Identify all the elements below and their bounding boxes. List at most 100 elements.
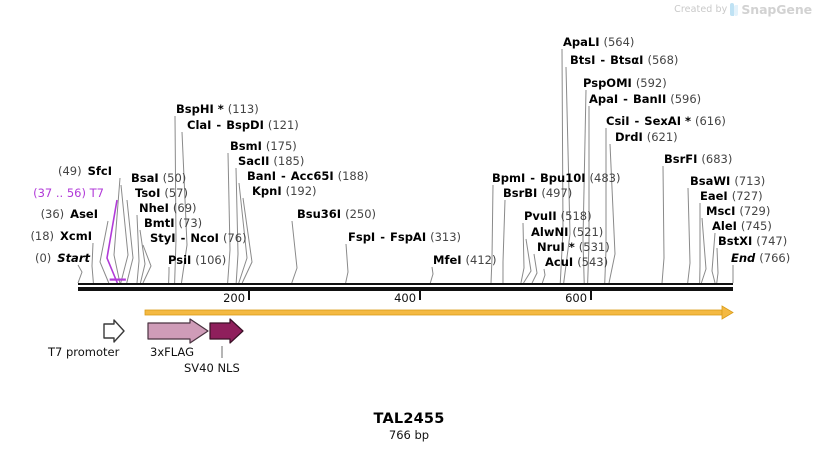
enzyme-name: KpnI	[252, 184, 282, 198]
enzyme-label-bsai[interactable]: BsaI (50)	[131, 172, 186, 185]
enzyme-label-t7[interactable]: (37 .. 56) T7	[33, 187, 104, 200]
enzyme-label-btsi[interactable]: BtsI - BtsαI (568)	[570, 54, 678, 67]
enzyme-label-clai[interactable]: ClaI - BspDI (121)	[187, 119, 299, 132]
orf-bar[interactable]	[144, 309, 723, 316]
enzyme-label-msci[interactable]: MscI (729)	[706, 205, 770, 218]
enzyme-name: MfeI	[433, 253, 462, 267]
enzyme-label-bstxi[interactable]: BstXI (747)	[718, 235, 787, 248]
enzyme-label-xcmi[interactable]: (18) XcmI	[30, 230, 92, 243]
leader-line-mfei	[429, 266, 434, 284]
leader-line-bmti	[139, 229, 146, 284]
enzyme-label-eaei[interactable]: EaeI (727)	[700, 190, 763, 203]
enzyme-label-asei[interactable]: (36) AseI	[41, 208, 98, 221]
enzyme-name: TsoI	[135, 186, 161, 200]
enzyme-pair-dash: -	[526, 171, 540, 185]
enzyme-label-csii[interactable]: CsiI - SexAI * (616)	[606, 115, 726, 128]
enzyme-label-sfci[interactable]: (49) SfcI	[58, 165, 112, 178]
enzyme-name: EaeI	[700, 189, 728, 203]
enzyme-label-tsoi[interactable]: TsoI (57)	[135, 187, 188, 200]
enzyme-label-nrui[interactable]: NruI * (531)	[537, 241, 610, 254]
enzyme-position: (683)	[701, 152, 733, 166]
enzyme-label-bsrfi[interactable]: BsrFI (683)	[664, 153, 732, 166]
enzyme-label-apai[interactable]: ApaI - BanII (596)	[589, 93, 701, 106]
enzyme-label-psii[interactable]: PsiI (106)	[168, 254, 226, 267]
enzyme-label-sacii[interactable]: SacII (185)	[238, 155, 304, 168]
leader-line-fspi	[345, 243, 349, 284]
orf-arrowhead[interactable]	[721, 305, 734, 320]
ruler-line-top	[78, 283, 733, 285]
enzyme-label-bmti[interactable]: BmtI (73)	[144, 217, 202, 230]
axis-label-600: 600	[565, 291, 588, 305]
enzyme-position: (175)	[265, 139, 297, 153]
enzyme-position: (49)	[58, 164, 82, 178]
enzyme-position: (313)	[430, 230, 462, 244]
enzyme-label-pvuii[interactable]: PvuII (518)	[524, 210, 592, 223]
enzyme-name: SacII	[238, 154, 270, 168]
page-title: TAL2455	[373, 411, 445, 427]
enzyme-name: BstXI	[718, 234, 753, 248]
enzyme-label-bpmi[interactable]: BpmI - Bpu10I (483)	[492, 172, 620, 185]
leader-line-start	[77, 264, 83, 284]
enzyme-name: BanI	[247, 169, 276, 183]
enzyme-name: End	[731, 251, 756, 265]
page-subtitle: 766 bp	[388, 428, 430, 442]
enzyme-name: BtsI	[570, 53, 596, 67]
enzyme-label-bani[interactable]: BanI - Acc65I (188)	[247, 170, 369, 183]
feature-arrow-3xflag[interactable]	[147, 318, 209, 344]
enzyme-pair-dash: -	[277, 169, 290, 183]
enzyme-position: (113)	[227, 102, 259, 116]
enzyme-label-start[interactable]: (0) Start	[35, 252, 90, 265]
enzyme-position: (729)	[739, 204, 771, 218]
watermark-brand: SnapGene	[741, 2, 812, 17]
enzyme-name: BsmI	[230, 139, 262, 153]
leader-line-bstxi	[716, 247, 719, 284]
enzyme-label-kpni[interactable]: KpnI (192)	[252, 185, 317, 198]
axis-tick-400	[419, 291, 422, 300]
enzyme-name: PsiI	[168, 253, 192, 267]
enzyme-label-acui[interactable]: AcuI (543)	[545, 256, 608, 269]
enzyme-name: AseI	[70, 207, 98, 221]
enzyme-label-mfei[interactable]: MfeI (412)	[433, 254, 496, 267]
enzyme-position: (727)	[731, 189, 763, 203]
enzyme-label-bsrbi[interactable]: BsrBI (497)	[503, 187, 572, 200]
enzyme-label-nhei[interactable]: NheI (69)	[139, 202, 197, 215]
enzyme-name-partner: FspAI	[390, 230, 427, 244]
enzyme-name: AcuI	[545, 255, 574, 269]
enzyme-name: BsaWI	[690, 174, 731, 188]
enzyme-position: (713)	[734, 174, 766, 188]
enzyme-label-bsphi[interactable]: BspHI * (113)	[176, 103, 259, 116]
enzyme-label-apali[interactable]: ApaLI (564)	[563, 36, 634, 49]
t7-promoter-ruler-mark	[109, 278, 126, 281]
enzyme-name: AlwNI	[531, 225, 569, 239]
enzyme-label-pspomi[interactable]: PspOMI (592)	[583, 77, 667, 90]
enzyme-label-bsu36i[interactable]: Bsu36I (250)	[297, 208, 376, 221]
enzyme-label-alei[interactable]: AleI (745)	[712, 220, 772, 233]
leader-line-msci	[700, 217, 707, 284]
feature-arrow-sv40-nls[interactable]	[209, 318, 244, 344]
enzyme-name: XcmI	[60, 229, 92, 243]
enzyme-label-styi[interactable]: StyI - NcoI (76)	[150, 232, 247, 245]
enzyme-position: (596)	[670, 92, 702, 106]
feature-arrow-t7-promoter[interactable]	[103, 319, 125, 343]
leader-line-sfci	[113, 177, 121, 284]
enzyme-name-partner: BanII	[632, 92, 667, 106]
leader-line-bsmi	[227, 152, 231, 284]
enzyme-label-bsmi[interactable]: BsmI (175)	[230, 140, 297, 153]
enzyme-name-partner: Bpu10I	[540, 171, 586, 185]
enzyme-label-drdi[interactable]: DrdI (621)	[615, 131, 678, 144]
axis-label-200: 200	[223, 291, 246, 305]
enzyme-pair-dash: -	[176, 231, 190, 245]
enzyme-label-bsawi[interactable]: BsaWI (713)	[690, 175, 765, 188]
enzyme-position: (106)	[195, 253, 227, 267]
enzyme-label-fspi[interactable]: FspI - FspAI (313)	[348, 231, 461, 244]
leader-line-pvuii	[520, 222, 525, 284]
leader-line-alwni	[523, 238, 532, 284]
enzyme-position: (766)	[759, 251, 791, 265]
enzyme-label-end[interactable]: End (766)	[731, 252, 790, 265]
watermark-prefix: Created by	[674, 4, 728, 15]
leader-line-asei	[99, 220, 110, 284]
enzyme-position: (36)	[40, 207, 65, 221]
enzyme-label-alwni[interactable]: AlwNI (521)	[531, 226, 603, 239]
enzyme-position: (521)	[572, 225, 604, 239]
